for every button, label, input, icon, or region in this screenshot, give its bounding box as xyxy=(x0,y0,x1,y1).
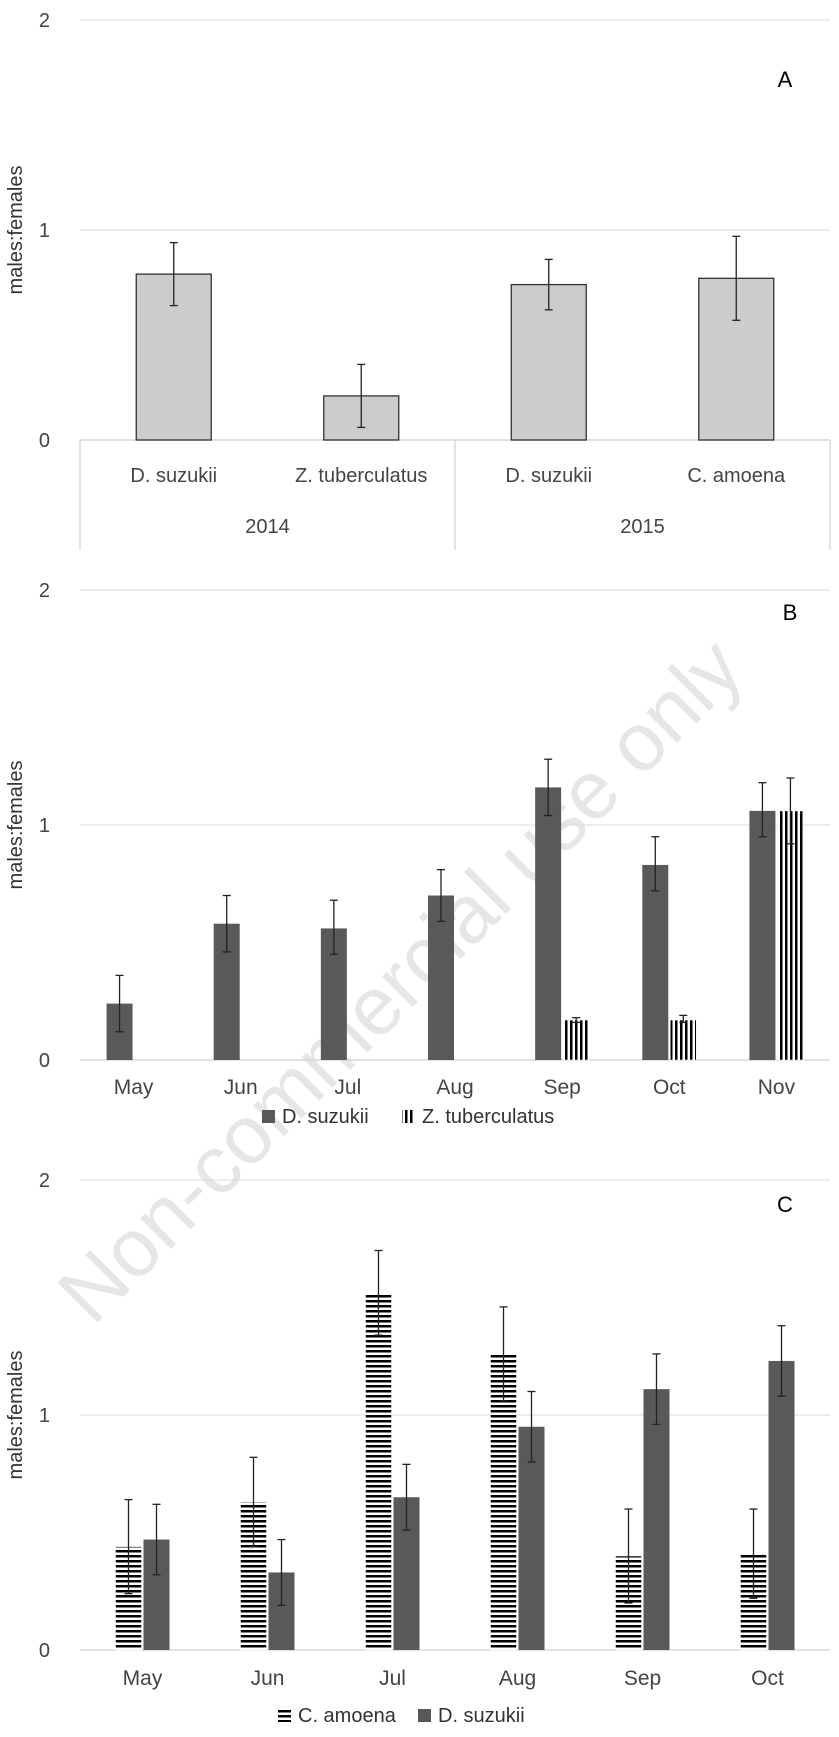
legend-label-1: C. amoena xyxy=(298,1705,397,1727)
panel-label: A xyxy=(778,67,793,92)
x-tick-label: Oct xyxy=(751,1667,784,1690)
y-tick-label: 1 xyxy=(39,220,50,242)
x-category-label: D. suzukii xyxy=(130,465,217,487)
bar-solid-sep xyxy=(643,1389,670,1650)
x-tick-label: Jun xyxy=(224,1076,258,1099)
bar-solid-oct xyxy=(642,864,669,1060)
y-tick-label: 0 xyxy=(39,1050,50,1072)
y-axis-label: males:females xyxy=(5,166,27,295)
y-tick-label: 0 xyxy=(39,1640,50,1662)
y-axis-label: males:females xyxy=(5,1351,27,1480)
bar-solid-oct xyxy=(768,1360,795,1650)
x-tick-label: Aug xyxy=(436,1076,473,1099)
panel-b: 0 1 2 males:females B May Jun Jul Aug Sep Oct Nov D.… xyxy=(5,580,830,1128)
x-category-label: C. amoena xyxy=(687,465,786,487)
bar-solid-nov xyxy=(749,810,776,1060)
bar-solid-aug xyxy=(428,895,454,1060)
x-tick-label: Sep xyxy=(624,1667,661,1690)
x-tick-label: Jun xyxy=(251,1667,285,1690)
panel-label: B xyxy=(783,600,798,625)
x-group-label: 2014 xyxy=(245,516,290,538)
legend-label-1: D. suzukii xyxy=(282,1106,369,1128)
bar-vertical-stripes-sep xyxy=(562,1019,590,1061)
x-category-label: Z. tuberculatus xyxy=(295,465,427,487)
x-tick-label: May xyxy=(114,1076,154,1099)
bar-solid-sep xyxy=(535,787,562,1060)
x-group-label: 2015 xyxy=(620,516,665,538)
y-axis-label: males:females xyxy=(5,761,27,890)
bar-vertical-stripes-oct xyxy=(670,1019,697,1061)
y-tick-label: 2 xyxy=(39,1170,50,1192)
panel-c: 0 1 2 males:females C May Jun Jul Aug Sep Oct C. am… xyxy=(5,1170,830,1727)
y-tick-label: 1 xyxy=(39,1405,50,1427)
legend-swatch-1 xyxy=(262,1110,275,1123)
x-tick-label: Jul xyxy=(334,1076,361,1099)
panel-label: C xyxy=(777,1192,793,1217)
x-tick-label: Oct xyxy=(653,1076,686,1099)
legend-swatch-2 xyxy=(418,1709,431,1722)
bar-horizontal-stripes-jul xyxy=(365,1292,392,1651)
x-tick-label: Jul xyxy=(379,1667,406,1690)
panel-a: 0 1 2 males:females A D. suzukii Z. tuberculat… xyxy=(5,10,831,550)
y-tick-label: 0 xyxy=(39,430,50,452)
x-tick-label: May xyxy=(123,1667,163,1690)
legend-swatch-2 xyxy=(402,1110,415,1123)
bar-vertical-stripes-nov xyxy=(777,810,804,1061)
y-tick-label: 2 xyxy=(39,10,50,32)
x-tick-label: Sep xyxy=(543,1076,580,1099)
x-tick-label: Nov xyxy=(758,1076,796,1099)
y-tick-label: 1 xyxy=(39,815,50,837)
x-tick-label: Aug xyxy=(499,1667,536,1690)
legend-label-2: D. suzukii xyxy=(438,1705,525,1727)
legend-swatch-1 xyxy=(278,1709,291,1722)
y-tick-label: 2 xyxy=(39,580,50,602)
bar-solid-aug xyxy=(518,1426,545,1650)
legend-label-2: Z. tuberculatus xyxy=(422,1106,554,1128)
x-category-label: D. suzukii xyxy=(505,465,592,487)
bar-horizontal-stripes-aug xyxy=(490,1353,517,1651)
